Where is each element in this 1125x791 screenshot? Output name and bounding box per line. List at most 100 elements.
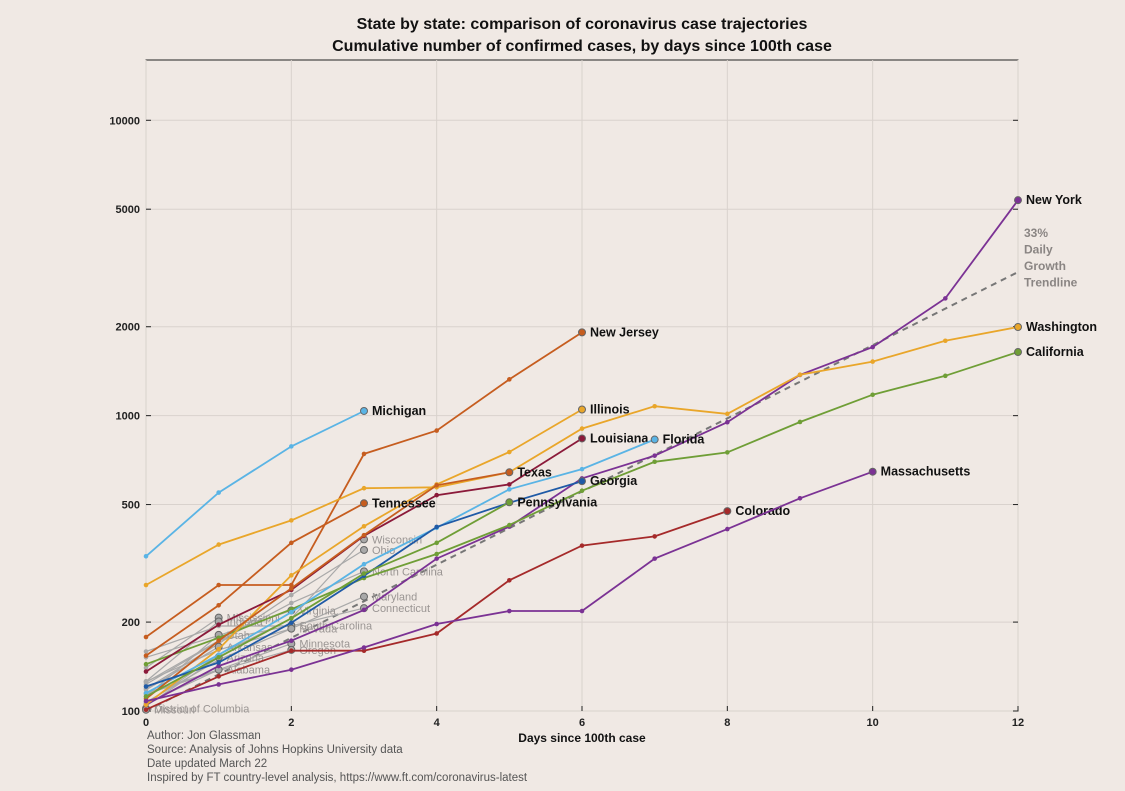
data-point — [652, 534, 657, 539]
series-label: Massachusetts — [881, 465, 971, 479]
series-line — [145, 502, 365, 657]
series-label: Minnesota — [299, 639, 351, 651]
data-point — [289, 667, 294, 672]
trendline-label: Growth — [1024, 259, 1066, 273]
y-tick-label: 10000 — [109, 115, 140, 127]
x-tick-label: 0 — [143, 717, 149, 729]
data-point — [578, 434, 586, 443]
data-point — [870, 392, 875, 398]
data-point — [507, 487, 512, 492]
series-label: Connecticut — [372, 603, 430, 615]
data-point — [507, 608, 512, 614]
data-point — [289, 586, 294, 591]
data-point — [723, 507, 732, 516]
series-label: Louisiana — [590, 431, 649, 445]
series-label: Washington — [1026, 320, 1097, 334]
data-point — [579, 426, 585, 431]
data-point — [289, 518, 294, 523]
data-point — [507, 377, 512, 382]
series-label: California — [1026, 345, 1085, 359]
data-point — [289, 638, 294, 643]
data-point — [287, 624, 296, 633]
trendline-label: Daily — [1024, 243, 1053, 257]
data-point — [434, 492, 439, 498]
data-point — [289, 600, 294, 606]
data-point — [143, 582, 149, 588]
data-point — [143, 679, 149, 684]
data-point — [143, 554, 149, 559]
data-point — [361, 607, 367, 613]
data-point — [216, 660, 221, 665]
data-point — [578, 405, 586, 414]
x-tick-label: 10 — [867, 717, 879, 729]
data-point — [360, 592, 368, 601]
data-point — [143, 669, 149, 674]
data-point — [725, 526, 730, 532]
x-tick-label: 4 — [434, 717, 441, 729]
data-point — [1014, 348, 1022, 357]
data-point — [360, 545, 368, 554]
data-point — [943, 373, 948, 379]
data-point — [289, 609, 294, 615]
data-point — [434, 556, 439, 561]
series-label: New Jersey — [590, 325, 659, 339]
data-point — [216, 622, 221, 627]
data-point — [725, 419, 730, 425]
data-point — [143, 690, 149, 696]
y-tick-label: 200 — [122, 617, 140, 629]
data-point — [143, 661, 149, 667]
series-line — [145, 471, 510, 700]
series-label: Tennessee — [372, 496, 436, 510]
trendline-label: 33% — [1024, 226, 1048, 240]
data-point — [870, 359, 875, 364]
series-label: District of Columbia — [154, 703, 250, 715]
series-label: Michigan — [372, 404, 426, 418]
data-point — [797, 495, 803, 501]
series-line — [145, 410, 365, 557]
data-point — [652, 453, 657, 458]
data-point — [289, 573, 294, 578]
trendline-label: Trendline — [1024, 276, 1078, 290]
data-point — [143, 687, 149, 693]
data-point — [143, 698, 149, 704]
data-point — [652, 459, 657, 465]
data-point — [650, 435, 659, 444]
x-tick-label: 8 — [724, 717, 730, 729]
series-label: Virginia — [299, 605, 336, 617]
data-point — [289, 444, 294, 449]
x-tick-label: 2 — [288, 717, 294, 729]
series-label: Wisconsin — [372, 534, 422, 546]
footer-date: Date updated March 22 — [147, 758, 268, 770]
data-point — [579, 608, 585, 614]
series-label: Maryland — [372, 592, 417, 604]
series-label: Pennsylvania — [517, 495, 598, 509]
data-point — [216, 602, 221, 608]
data-point — [725, 450, 730, 455]
data-point — [143, 694, 149, 699]
data-point — [216, 654, 221, 660]
data-point — [507, 522, 512, 528]
data-point — [579, 466, 585, 472]
data-point — [434, 551, 439, 557]
data-point — [507, 578, 512, 583]
data-point — [434, 540, 439, 546]
series-label: Missouri — [154, 705, 195, 717]
data-point — [434, 482, 439, 488]
data-point — [870, 344, 875, 350]
data-point — [361, 485, 367, 491]
x-tick-label: 6 — [579, 717, 585, 729]
data-point — [216, 674, 221, 679]
data-point — [505, 498, 514, 507]
data-point — [507, 482, 512, 487]
y-tick-label: 2000 — [116, 322, 140, 334]
series-label: Georgia — [590, 474, 638, 488]
series-label: Texas — [517, 465, 552, 479]
y-tick-label: 1000 — [116, 411, 140, 423]
data-point — [361, 561, 367, 567]
data-point — [361, 532, 367, 538]
series-line — [145, 538, 365, 704]
data-point — [797, 419, 803, 425]
data-point — [434, 621, 439, 627]
data-point — [361, 524, 367, 529]
